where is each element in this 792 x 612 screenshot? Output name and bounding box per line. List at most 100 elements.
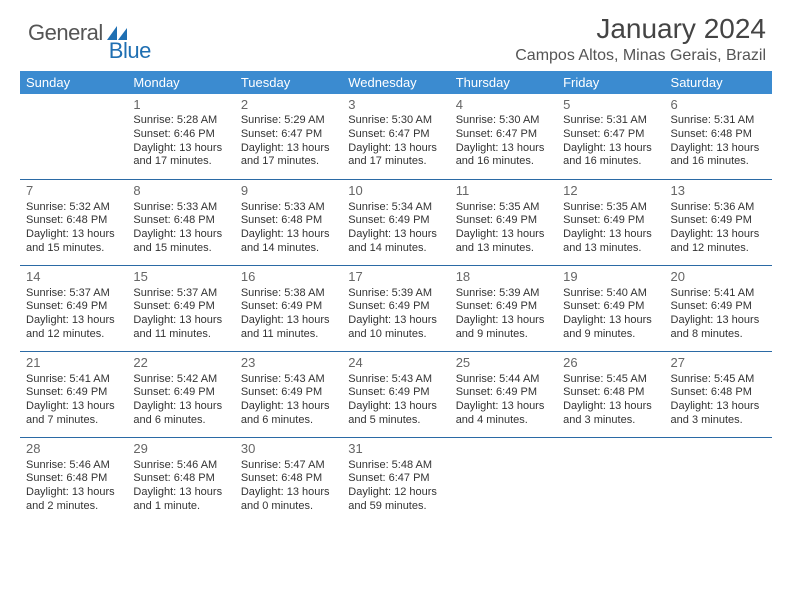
sunset-line: Sunset: 6:49 PM: [348, 386, 443, 400]
calendar-cell: 4Sunrise: 5:30 AMSunset: 6:47 PMDaylight…: [450, 94, 557, 180]
day-number: 7: [26, 183, 121, 199]
day-number: 9: [241, 183, 336, 199]
sunrise-line: Sunrise: 5:35 AM: [563, 201, 658, 215]
sunset-line: Sunset: 6:47 PM: [241, 128, 336, 142]
sunset-line: Sunset: 6:49 PM: [563, 214, 658, 228]
sunset-line: Sunset: 6:49 PM: [133, 300, 228, 314]
calendar-row: 7 Sunrise: 5:32 AM Sunset: 6:48 PM Daylight…: [20, 180, 772, 266]
calendar-cell: 31Sunrise: 5:48 AMSunset: 6:47 PMDayligh…: [342, 438, 449, 524]
sunrise-line: Sunrise: 5:28 AM: [133, 114, 228, 128]
sunset-line: Sunset: 6:47 PM: [456, 128, 551, 142]
daylight-line: Daylight: 13 hours and 13 minutes.: [563, 228, 658, 256]
sunset-line: Sunset: 6:48 PM: [241, 472, 336, 486]
day-number: 18: [456, 269, 551, 285]
calendar-cell: 1Sunrise: 5:28 AMSunset: 6:46 PMDaylight…: [127, 94, 234, 180]
sunset-line: Sunset: 6:48 PM: [133, 472, 228, 486]
calendar-cell: 21Sunrise: 5:41 AMSunset: 6:49 PMDayligh…: [20, 352, 127, 438]
day-number: 2: [241, 97, 336, 113]
calendar-cell: [665, 438, 772, 524]
day-number: 19: [563, 269, 658, 285]
calendar-row: 21Sunrise: 5:41 AMSunset: 6:49 PMDayligh…: [20, 352, 772, 438]
sunrise-line: Sunrise: 5:32 AM: [26, 201, 121, 215]
daylight-line: Daylight: 13 hours and 5 minutes.: [348, 400, 443, 428]
sunset-line: Sunset: 6:49 PM: [456, 300, 551, 314]
sunset-line: Sunset: 6:48 PM: [133, 214, 228, 228]
day-header: Tuesday: [235, 71, 342, 94]
calendar-body: 1Sunrise: 5:28 AMSunset: 6:46 PMDaylight…: [20, 94, 772, 524]
sunset-line: Sunset: 6:47 PM: [348, 472, 443, 486]
sunset-line: Sunset: 6:48 PM: [26, 472, 121, 486]
day-number: 13: [671, 183, 766, 199]
sunset-line: Sunset: 6:48 PM: [563, 386, 658, 400]
day-number: 27: [671, 355, 766, 371]
day-header: Wednesday: [342, 71, 449, 94]
title-block: January 2024 Campos Altos, Minas Gerais,…: [515, 14, 772, 65]
calendar-cell: 25Sunrise: 5:44 AMSunset: 6:49 PMDayligh…: [450, 352, 557, 438]
sunset-line: Sunset: 6:48 PM: [671, 386, 766, 400]
brand-blue: Blue: [109, 38, 151, 64]
day-number: 16: [241, 269, 336, 285]
sunrise-line: Sunrise: 5:36 AM: [671, 201, 766, 215]
daylight-line: Daylight: 13 hours and 11 minutes.: [241, 314, 336, 342]
calendar-cell: 6Sunrise: 5:31 AMSunset: 6:48 PMDaylight…: [665, 94, 772, 180]
sunrise-line: Sunrise: 5:38 AM: [241, 287, 336, 301]
calendar-cell: 9Sunrise: 5:33 AMSunset: 6:48 PMDaylight…: [235, 180, 342, 266]
calendar-row: 28Sunrise: 5:46 AMSunset: 6:48 PMDayligh…: [20, 438, 772, 524]
day-number: 25: [456, 355, 551, 371]
day-header: Friday: [557, 71, 664, 94]
day-number: 11: [456, 183, 551, 199]
sunset-line: Sunset: 6:49 PM: [26, 386, 121, 400]
day-number: 5: [563, 97, 658, 113]
daylight-line: Daylight: 13 hours and 11 minutes.: [133, 314, 228, 342]
sunrise-line: Sunrise: 5:31 AM: [671, 114, 766, 128]
calendar-cell: 8Sunrise: 5:33 AMSunset: 6:48 PMDaylight…: [127, 180, 234, 266]
sunrise-line: Sunrise: 5:47 AM: [241, 459, 336, 473]
day-number: 10: [348, 183, 443, 199]
calendar-cell: 16 Sunrise: 5:38 AMSunset: 6:49 PMDayligh…: [235, 266, 342, 352]
daylight-line: Daylight: 13 hours and 9 minutes.: [456, 314, 551, 342]
calendar-cell: 11Sunrise: 5:35 AMSunset: 6:49 PMDayligh…: [450, 180, 557, 266]
sunrise-line: Sunrise: 5:45 AM: [671, 373, 766, 387]
daylight-line: Daylight: 13 hours and 0 minutes.: [241, 486, 336, 514]
sunrise-line: Sunrise: 5:29 AM: [241, 114, 336, 128]
daylight-line: Daylight: 13 hours and 16 minutes.: [671, 142, 766, 170]
day-header: Sunday: [20, 71, 127, 94]
sunrise-line: Sunrise: 5:46 AM: [133, 459, 228, 473]
calendar-cell: 5Sunrise: 5:31 AMSunset: 6:47 PMDaylight…: [557, 94, 664, 180]
calendar-cell: 18 Sunrise: 5:39 AMSunset: 6:49 PMDayligh…: [450, 266, 557, 352]
sunrise-line: Sunrise: 5:39 AM: [348, 287, 443, 301]
calendar-cell: 27 Sunrise: 5:45 AMSunset: 6:48 PMDayligh…: [665, 352, 772, 438]
day-number: 21: [26, 355, 121, 371]
calendar-cell: [20, 94, 127, 180]
daylight-line: Daylight: 13 hours and 14 minutes.: [241, 228, 336, 256]
brand-logo: General Blue: [20, 14, 151, 46]
calendar-row: 1Sunrise: 5:28 AMSunset: 6:46 PMDaylight…: [20, 94, 772, 180]
sunrise-line: Sunrise: 5:39 AM: [456, 287, 551, 301]
daylight-line: Daylight: 13 hours and 3 minutes.: [671, 400, 766, 428]
sunrise-line: Sunrise: 5:30 AM: [348, 114, 443, 128]
sunset-line: Sunset: 6:49 PM: [133, 386, 228, 400]
calendar-cell: 2Sunrise: 5:29 AMSunset: 6:47 PMDaylight…: [235, 94, 342, 180]
day-number: 15: [133, 269, 228, 285]
daylight-line: Daylight: 13 hours and 12 minutes.: [671, 228, 766, 256]
daylight-line: Daylight: 13 hours and 6 minutes.: [241, 400, 336, 428]
sunset-line: Sunset: 6:49 PM: [671, 214, 766, 228]
sunset-line: Sunset: 6:49 PM: [241, 300, 336, 314]
calendar-cell: 26Sunrise: 5:45 AMSunset: 6:48 PMDayligh…: [557, 352, 664, 438]
day-number: 4: [456, 97, 551, 113]
daylight-line: Daylight: 13 hours and 9 minutes.: [563, 314, 658, 342]
day-number: 30: [241, 441, 336, 457]
day-number: 14: [26, 269, 121, 285]
sunrise-line: Sunrise: 5:30 AM: [456, 114, 551, 128]
day-header: Thursday: [450, 71, 557, 94]
calendar-cell: 17Sunrise: 5:39 AMSunset: 6:49 PMDayligh…: [342, 266, 449, 352]
day-header: Saturday: [665, 71, 772, 94]
calendar-cell: 22Sunrise: 5:42 AMSunset: 6:49 PMDayligh…: [127, 352, 234, 438]
sunrise-line: Sunrise: 5:44 AM: [456, 373, 551, 387]
sunrise-line: Sunrise: 5:34 AM: [348, 201, 443, 215]
sunrise-line: Sunrise: 5:43 AM: [348, 373, 443, 387]
daylight-line: Daylight: 13 hours and 4 minutes.: [456, 400, 551, 428]
sunset-line: Sunset: 6:48 PM: [671, 128, 766, 142]
daylight-line: Daylight: 13 hours and 7 minutes.: [26, 400, 121, 428]
sunset-line: Sunset: 6:49 PM: [671, 300, 766, 314]
